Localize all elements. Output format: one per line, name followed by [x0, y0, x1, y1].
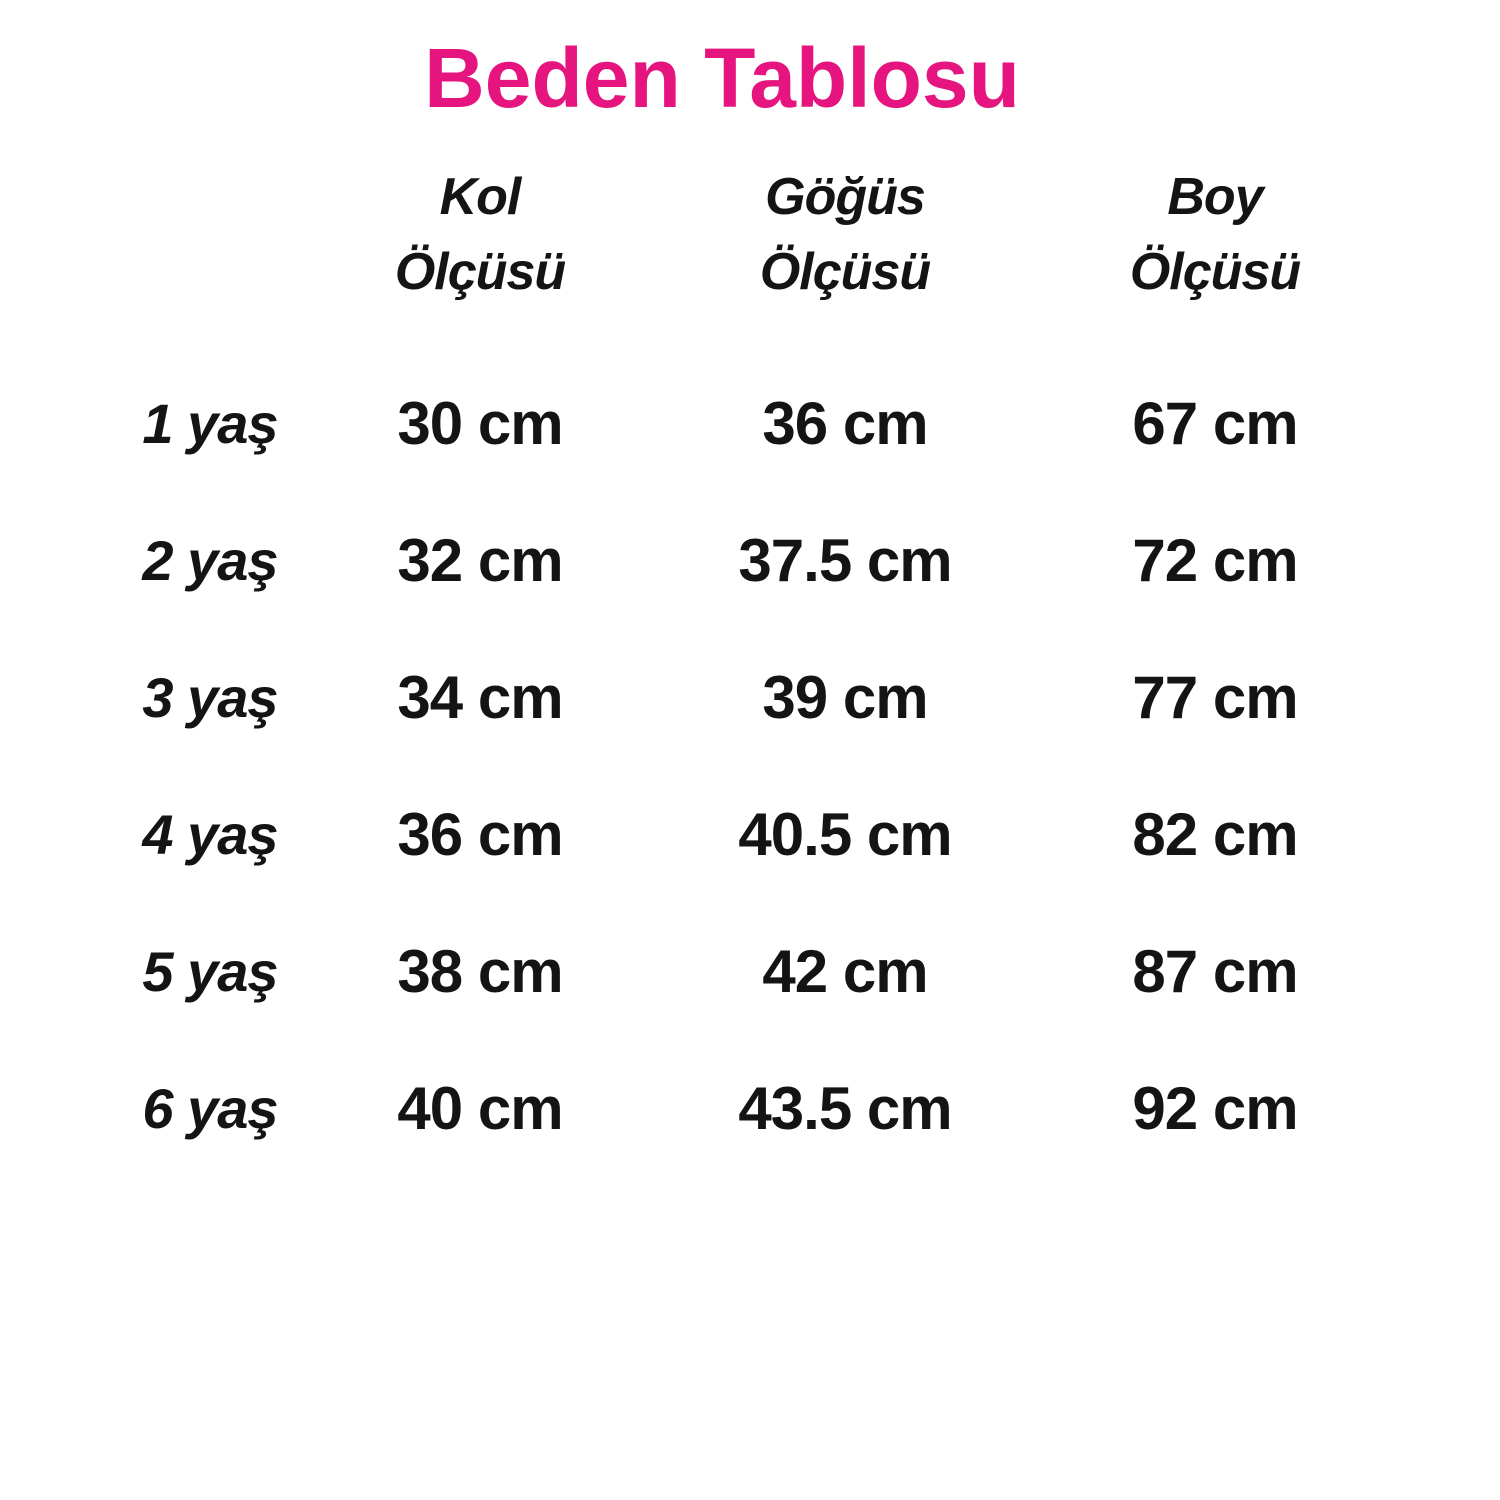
gogus-value: 37.5 cm [738, 527, 952, 594]
kol-value: 32 cm [397, 527, 563, 594]
boy-value: 67 cm [1132, 390, 1298, 457]
gogus-value: 43.5 cm [738, 1075, 952, 1142]
table-row: 5 yaş 38 cm 42 cm 87 cm [75, 903, 1355, 1040]
column-header-line: Ölçüsü [759, 243, 931, 301]
table-body: 1 yaş 30 cm 36 cm 67 cm 2 yaş 32 cm 37.5… [75, 355, 1355, 1177]
gogus-value: 42 cm [762, 938, 928, 1005]
column-header-line: Ölçüsü [394, 243, 566, 301]
column-header-gogus: Göğüs Ölçüsü [615, 160, 1075, 310]
boy-value: 77 cm [1132, 664, 1298, 731]
table-row: 6 yaş 40 cm 43.5 cm 92 cm [75, 1040, 1355, 1177]
table-row: 4 yaş 36 cm 40.5 cm 82 cm [75, 766, 1355, 903]
kol-value: 34 cm [397, 664, 563, 731]
table-row: 2 yaş 32 cm 37.5 cm 72 cm [75, 492, 1355, 629]
age-label: 3 yaş [142, 666, 278, 729]
kol-value: 36 cm [397, 801, 563, 868]
age-label: 6 yaş [142, 1077, 278, 1140]
column-header-line: Göğüs [765, 168, 926, 226]
table-header-row: Kol Ölçüsü Göğüs Ölçüsü Boy Ölçüsü [75, 160, 1355, 310]
column-header-line: Ölçüsü [1129, 243, 1301, 301]
kol-value: 30 cm [397, 390, 563, 457]
column-header-kol: Kol Ölçüsü [345, 160, 615, 310]
boy-value: 92 cm [1132, 1075, 1298, 1142]
size-table: Kol Ölçüsü Göğüs Ölçüsü Boy Ölçüsü 1 yaş… [75, 160, 1355, 1177]
table-row: 3 yaş 34 cm 39 cm 77 cm [75, 629, 1355, 766]
age-label: 4 yaş [142, 803, 278, 866]
boy-value: 72 cm [1132, 527, 1298, 594]
age-label: 5 yaş [142, 940, 278, 1003]
kol-value: 38 cm [397, 938, 563, 1005]
gogus-value: 40.5 cm [738, 801, 952, 868]
kol-value: 40 cm [397, 1075, 563, 1142]
gogus-value: 39 cm [762, 664, 928, 731]
age-label: 1 yaş [142, 392, 278, 455]
corner-spacer [75, 160, 345, 310]
boy-value: 87 cm [1132, 938, 1298, 1005]
page-title: Beden Tablosu [424, 31, 1020, 125]
column-header-boy: Boy Ölçüsü [1075, 160, 1355, 310]
gogus-value: 36 cm [762, 390, 928, 457]
table-row: 1 yaş 30 cm 36 cm 67 cm [75, 355, 1355, 492]
column-header-line: Boy [1167, 168, 1263, 226]
age-label: 2 yaş [142, 529, 278, 592]
column-header-line: Kol [439, 168, 522, 226]
boy-value: 82 cm [1132, 801, 1298, 868]
